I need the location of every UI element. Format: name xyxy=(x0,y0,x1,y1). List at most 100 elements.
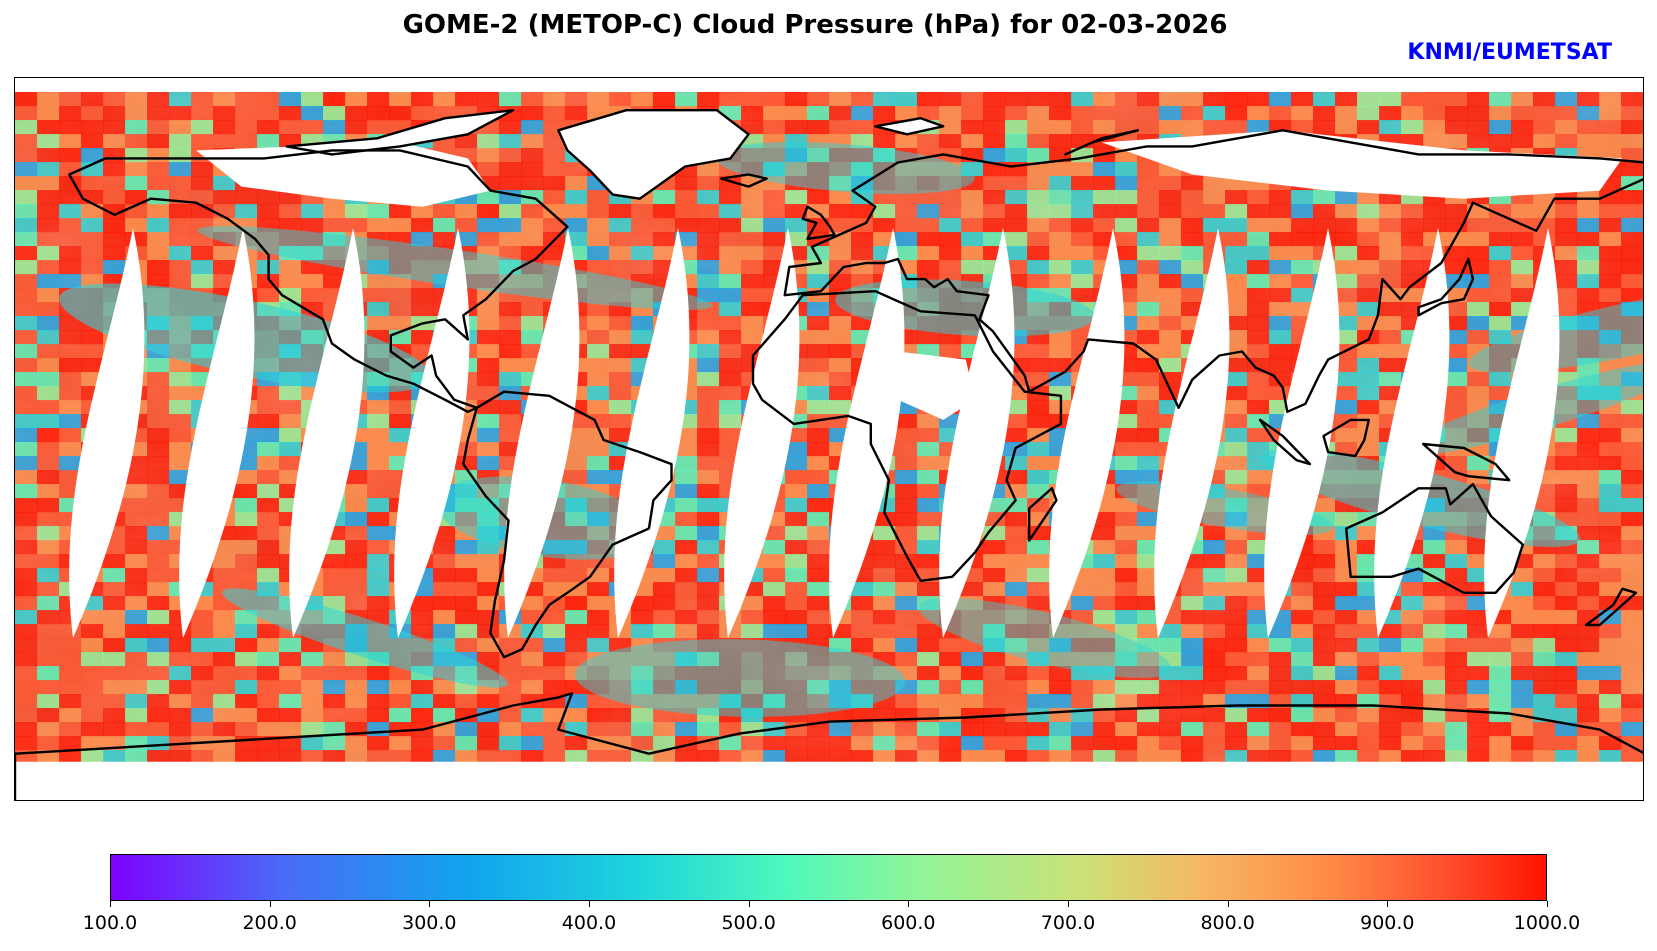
coastline-eurasia xyxy=(783,129,1643,413)
map-panel xyxy=(14,77,1644,801)
orbit-gap xyxy=(179,228,255,638)
field-cell xyxy=(1643,442,1644,457)
colorbar-tick xyxy=(110,901,111,907)
colorbar-tick-label: 900.0 xyxy=(1360,912,1415,934)
field-cell xyxy=(1643,470,1644,485)
field-cell xyxy=(1643,456,1644,471)
orbit-gap xyxy=(1264,228,1340,638)
colorbar-tick-label: 600.0 xyxy=(881,912,936,934)
field-cell xyxy=(1643,386,1644,401)
field-cell xyxy=(1643,106,1644,121)
field-cell xyxy=(1643,568,1644,583)
no-data-area xyxy=(15,761,1643,800)
no-data-area xyxy=(897,351,975,420)
field-cell xyxy=(1643,260,1644,275)
orbit-gap xyxy=(1374,228,1450,638)
field-texture xyxy=(15,78,1643,800)
field-cell xyxy=(1643,358,1644,373)
coastline-madagascar xyxy=(1028,487,1058,542)
coastline-south-america xyxy=(462,390,673,659)
coastline-greenland xyxy=(557,109,750,200)
coastline-svalbard xyxy=(874,117,945,136)
field-cell xyxy=(1643,92,1644,107)
field-cell xyxy=(1643,148,1644,163)
orbit-gap xyxy=(1484,228,1560,638)
field-cell xyxy=(1643,414,1644,429)
colorbar-tick-label: 1000.0 xyxy=(1513,912,1581,934)
field-cell xyxy=(1643,288,1644,303)
field-cell xyxy=(1643,162,1644,177)
figure-title: GOME-2 (METOP-C) Cloud Pressure (hPa) fo… xyxy=(402,10,1228,40)
field-cell xyxy=(1643,218,1644,233)
field-cell xyxy=(1643,274,1644,289)
field-cell xyxy=(1643,554,1644,569)
coastline-arctic-islands xyxy=(285,109,515,156)
coastline-uk xyxy=(801,205,836,241)
colorbar-tick-label: 100.0 xyxy=(82,912,138,934)
field-cell xyxy=(1643,652,1644,667)
orbit-gap xyxy=(289,228,365,638)
orbit-gap xyxy=(724,228,800,638)
field-cell xyxy=(1643,582,1644,597)
field-cell xyxy=(1643,176,1644,191)
colorbar-tick-label: 700.0 xyxy=(1040,912,1096,934)
colorbar-tick xyxy=(429,901,431,907)
colorbar-tick xyxy=(1227,901,1229,907)
field-cell xyxy=(1643,512,1644,527)
field-cell xyxy=(1643,246,1644,261)
orbit-gap xyxy=(1049,228,1125,638)
colorbar-tick-label: 500.0 xyxy=(721,912,776,934)
field-cell xyxy=(1643,764,1644,779)
field-cell xyxy=(1643,540,1644,555)
field-cell xyxy=(1643,694,1644,709)
colorbar-tick-label: 200.0 xyxy=(242,912,297,934)
coastline-japan xyxy=(1417,257,1475,317)
orbit-gap xyxy=(829,228,905,638)
coastline-novaya-zemlya xyxy=(1064,129,1140,156)
field-cell xyxy=(1643,666,1644,681)
field-cell xyxy=(1643,232,1644,247)
field-cell xyxy=(1643,484,1644,499)
field-cell xyxy=(1643,708,1644,723)
colorbar-tick-label: 800.0 xyxy=(1200,912,1255,934)
orbit-gap xyxy=(394,228,470,638)
field-cell xyxy=(1643,120,1644,135)
field-cell xyxy=(1643,78,1644,93)
no-data-land xyxy=(558,110,749,199)
cloud-pressure-field xyxy=(15,78,1644,800)
field-cell xyxy=(1643,372,1644,387)
cloud-pressure-map xyxy=(15,78,1644,800)
polar-gap xyxy=(15,78,1643,92)
field-cell xyxy=(1643,190,1644,205)
field-cell xyxy=(1643,316,1644,331)
field-cell xyxy=(1643,302,1644,317)
coastline-borneo xyxy=(1322,418,1370,458)
orbit-gap xyxy=(69,228,145,638)
field-cell xyxy=(1643,680,1644,695)
coastline-sumatra xyxy=(1258,418,1312,466)
orbit-gap xyxy=(504,228,580,638)
field-cell xyxy=(1643,330,1644,345)
colorbar-tick xyxy=(1387,901,1389,907)
field-cell xyxy=(1643,778,1644,793)
field-cell xyxy=(1643,610,1644,625)
field-cell xyxy=(1643,134,1644,149)
coastline-antarctica xyxy=(15,692,1643,800)
no-data-area xyxy=(1101,130,1623,199)
colorbar-tick xyxy=(908,901,910,907)
field-cell xyxy=(1643,498,1644,513)
field-cell xyxy=(1643,750,1644,765)
coastline-north-america xyxy=(68,149,569,413)
coastlines xyxy=(15,109,1643,800)
orbit-gaps xyxy=(15,78,1643,638)
colorbar-tick-label: 400.0 xyxy=(561,912,617,934)
orbit-gap xyxy=(939,228,1015,638)
field-cell xyxy=(1643,722,1644,737)
orbit-gap xyxy=(1154,228,1230,638)
coastline-new-guinea xyxy=(1421,442,1511,482)
colorbar xyxy=(110,854,1547,901)
field-cell xyxy=(1643,526,1644,541)
field-cell xyxy=(1643,736,1644,751)
field-cell xyxy=(1643,428,1644,443)
colorbar-tick xyxy=(589,901,590,907)
